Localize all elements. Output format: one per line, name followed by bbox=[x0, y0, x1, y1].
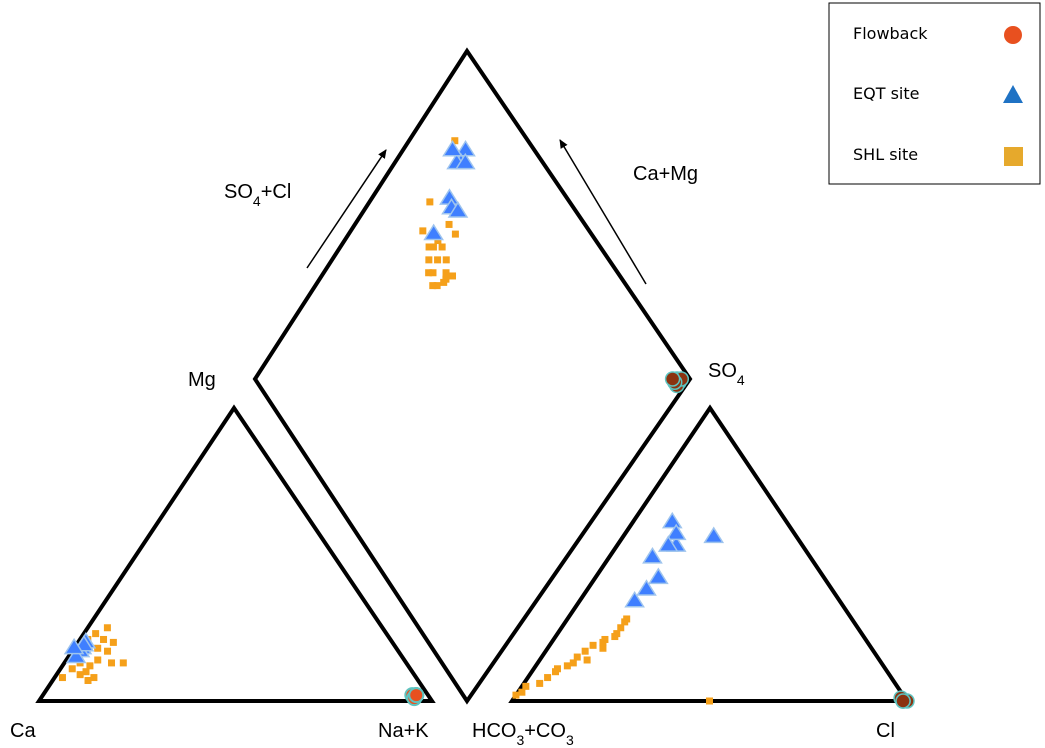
label-so4: SO4 bbox=[708, 360, 745, 388]
ca-mg-arrow bbox=[559, 139, 647, 285]
shl-diamond-point-4 bbox=[451, 230, 459, 238]
shl-cation-point-8 bbox=[84, 676, 92, 684]
shl-cation-point-9 bbox=[119, 659, 127, 667]
shl-cation-point-10 bbox=[86, 662, 94, 670]
shl-cation-point-13 bbox=[92, 630, 100, 638]
cation-triangle bbox=[35, 404, 436, 703]
shl-diamond-point-17 bbox=[449, 272, 457, 280]
legend-label-flowback: Flowback bbox=[853, 24, 928, 43]
shl-diamond-point-11 bbox=[445, 220, 453, 228]
anion-triangle bbox=[508, 404, 911, 703]
legend-marker-shl bbox=[1004, 147, 1023, 166]
central-diamond bbox=[252, 47, 693, 705]
shl-anion-point-3 bbox=[544, 674, 552, 682]
legend-marker-flowback bbox=[1004, 26, 1022, 44]
legend-marker-eqt bbox=[1003, 85, 1023, 103]
shl-cation-point-18 bbox=[68, 665, 76, 673]
shl-diamond-point-5 bbox=[429, 243, 437, 251]
shl-anion-point-16 bbox=[599, 644, 607, 652]
legend-label-eqt: EQT site bbox=[853, 84, 919, 103]
shl-anion-point-2 bbox=[536, 679, 544, 687]
eqt-anion-point-5 bbox=[636, 579, 657, 596]
shl-diamond-point-9 bbox=[434, 256, 442, 264]
flowback-anion-point-4 bbox=[895, 693, 911, 709]
shl-cation-point-5 bbox=[94, 656, 102, 664]
shl-diamond-point-19 bbox=[438, 243, 446, 251]
shl-cation-point-2 bbox=[100, 635, 108, 643]
shl-cation-point-11 bbox=[76, 671, 84, 679]
shl-anion-point-17 bbox=[611, 633, 619, 641]
so4-cl-arrow bbox=[306, 149, 387, 269]
shl-diamond-point-0 bbox=[451, 137, 459, 145]
series-shl-site bbox=[58, 137, 713, 705]
legend-label-shl: SHL site bbox=[853, 145, 918, 164]
label-na-k: Na+K bbox=[378, 720, 429, 742]
label-mg: Mg bbox=[188, 369, 216, 391]
shl-anion-point-19 bbox=[553, 665, 561, 673]
shl-diamond-point-13 bbox=[433, 282, 441, 290]
shl-anion-point-20 bbox=[599, 638, 607, 646]
label-hco3-co3: HCO3+CO3 bbox=[472, 720, 574, 748]
shl-diamond-point-8 bbox=[429, 269, 437, 277]
shl-anion-point-0 bbox=[512, 691, 520, 699]
eqt-anion-point-4 bbox=[648, 567, 669, 585]
shl-anion-point-9 bbox=[589, 641, 597, 649]
shl-cation-point-19 bbox=[58, 674, 66, 682]
shl-anion-point-15 bbox=[583, 656, 591, 664]
series-flowback bbox=[404, 371, 915, 709]
eqt-cation-point-5 bbox=[63, 637, 85, 655]
eqt-diamond-point-7 bbox=[423, 223, 445, 241]
label-so4-cl: SO4+Cl bbox=[224, 181, 291, 209]
series-eqt-site bbox=[63, 139, 725, 664]
shl-cation-point-1 bbox=[104, 647, 112, 655]
eqt-diamond-point-4 bbox=[454, 152, 476, 170]
eqt-diamond-point-8 bbox=[447, 201, 469, 218]
shl-anion-point-12 bbox=[617, 624, 625, 632]
shl-anion-point-8 bbox=[581, 647, 589, 655]
eqt-cation-point-3 bbox=[65, 646, 87, 664]
label-ca-mg: Ca+Mg bbox=[633, 163, 698, 185]
label-ca: Ca bbox=[10, 720, 36, 742]
flowback-cation-point-4 bbox=[408, 687, 425, 704]
flowback-diamond-point-5 bbox=[664, 371, 681, 387]
eqt-anion-point-0 bbox=[661, 511, 683, 529]
shl-cation-point-4 bbox=[108, 659, 116, 667]
legend: Flowback EQT site SHL site bbox=[828, 2, 1041, 185]
shl-diamond-point-14 bbox=[440, 278, 448, 286]
shl-diamond-point-16 bbox=[429, 282, 437, 290]
eqt-anion-point-7 bbox=[657, 535, 679, 552]
shl-cation-point-12 bbox=[94, 644, 102, 652]
shl-diamond-point-1 bbox=[426, 198, 434, 206]
shl-cation-point-6 bbox=[90, 674, 98, 682]
shl-anion-point-18 bbox=[518, 688, 526, 696]
eqt-anion-point-3 bbox=[665, 523, 687, 541]
shl-anion-point-5 bbox=[563, 662, 571, 670]
shl-diamond-point-15 bbox=[425, 256, 433, 264]
shl-anion-point-7 bbox=[573, 653, 581, 661]
shl-diamond-point-6 bbox=[442, 256, 450, 264]
eqt-diamond-point-3 bbox=[442, 139, 463, 157]
shl-cation-point-17 bbox=[103, 624, 111, 632]
shl-diamond-point-12 bbox=[425, 243, 433, 251]
shl-diamond-point-2 bbox=[419, 227, 427, 235]
shl-cation-point-7 bbox=[82, 668, 90, 676]
eqt-anion-point-6 bbox=[624, 590, 645, 608]
shl-diamond-point-3 bbox=[434, 237, 442, 245]
shl-cation-point-3 bbox=[109, 638, 117, 646]
eqt-anion-point-8 bbox=[642, 547, 663, 564]
shl-anion-point-1 bbox=[522, 682, 530, 690]
shl-anion-point-6 bbox=[569, 659, 577, 667]
shl-anion-point-21 bbox=[706, 697, 713, 705]
eqt-anion-point-1 bbox=[703, 526, 725, 544]
shl-diamond-point-10 bbox=[442, 269, 450, 277]
shl-diamond-point-18 bbox=[425, 269, 433, 277]
shl-anion-point-14 bbox=[623, 615, 631, 623]
label-cl: Cl bbox=[876, 720, 895, 742]
